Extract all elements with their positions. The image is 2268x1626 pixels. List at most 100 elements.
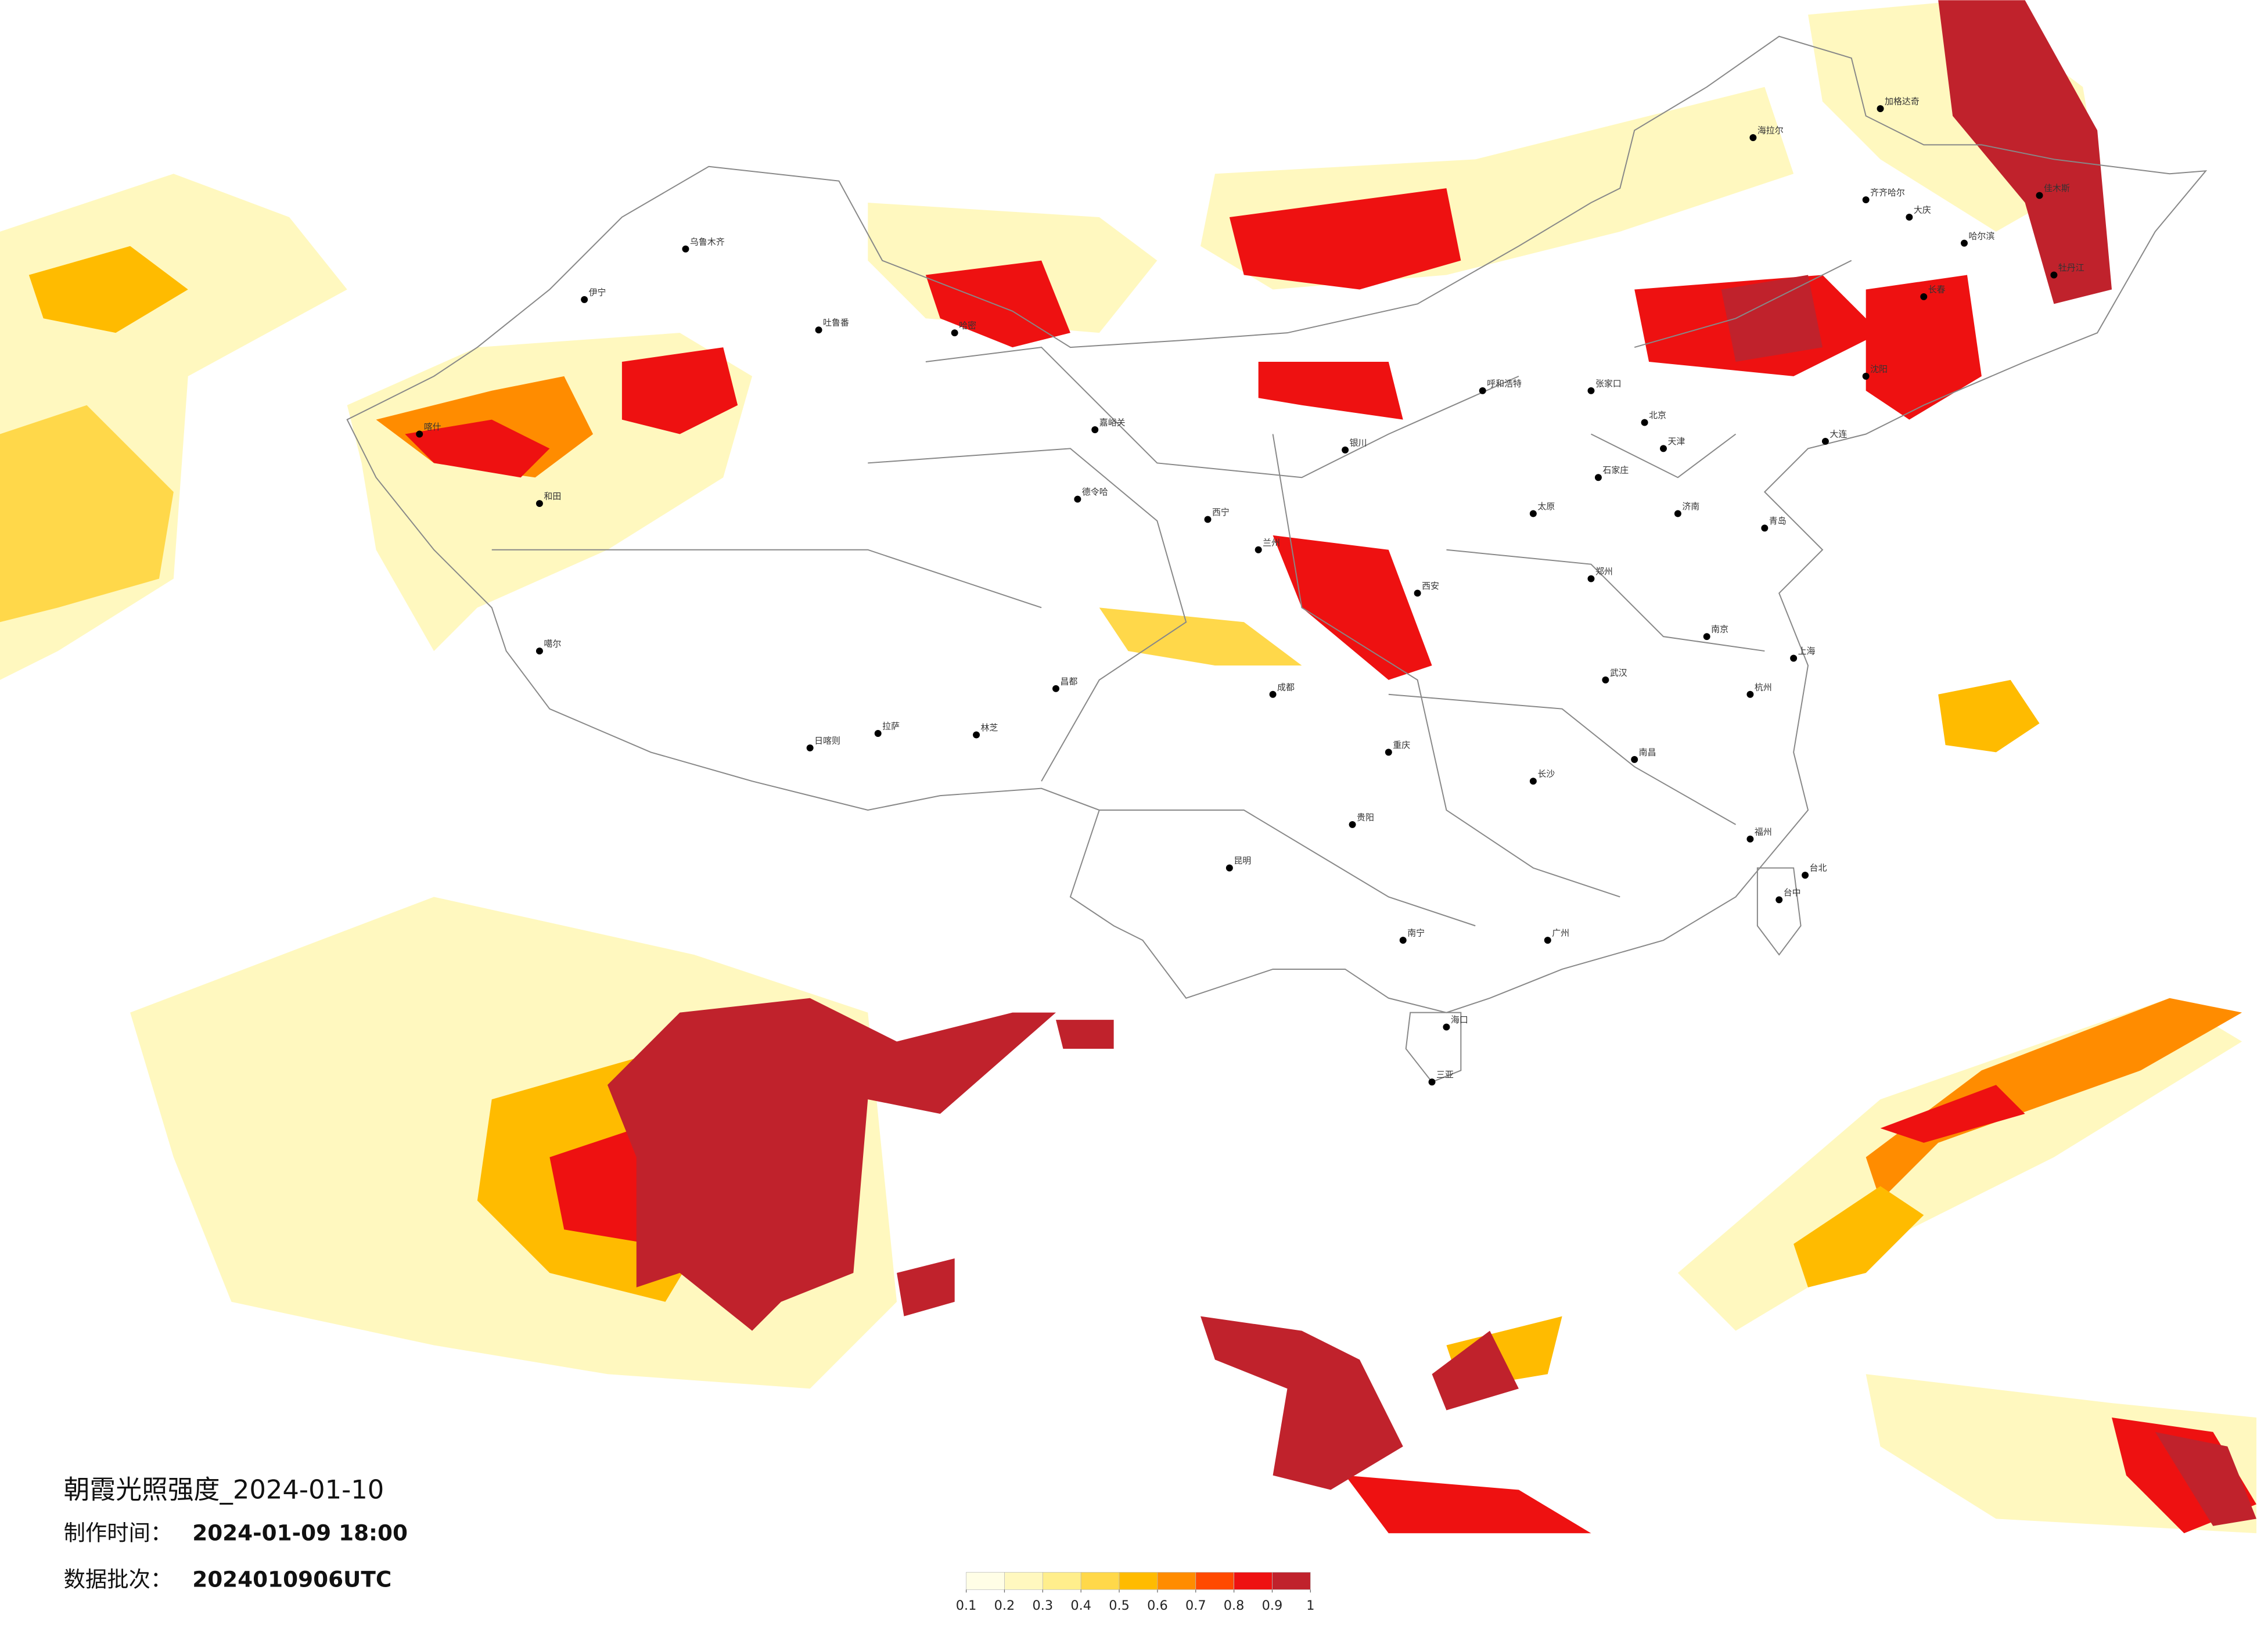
colorbar: 0.1 0.2 0.3 0.4 0.5 0.6 0.7 0.8 0.9 1 [956,1572,1314,1613]
city-dot [2050,271,2058,279]
city-label: 沈阳 [1870,364,1888,374]
city-dot [1906,213,1913,221]
colorbar-tick-label: 0.8 [1224,1598,1245,1613]
city-label: 武汉 [1610,667,1627,678]
city-dot [1746,690,1754,698]
city-label: 拉萨 [882,721,900,732]
colorbar-segment [1272,1572,1311,1590]
city-label: 西安 [1422,581,1439,591]
colorbar-segment [1195,1572,1234,1590]
city-dot [1587,575,1595,582]
city-label: 哈尔滨 [1968,231,1994,241]
city-label: 兰州 [1263,537,1280,548]
city-label: 齐齐哈尔 [1870,188,1905,198]
colorbar-segment [1080,1572,1120,1590]
city-dot [973,731,980,739]
city-label: 哈密 [959,321,976,331]
city-label: 三亚 [1436,1070,1454,1080]
city-label: 嘉峪关 [1099,418,1126,428]
colorbar-tick-label: 0.7 [1185,1598,1206,1613]
city-dot [1269,690,1277,698]
city-dot [1749,134,1757,141]
city-dot [1821,437,1829,445]
city-dot [1631,756,1638,763]
city-label: 济南 [1682,501,1699,512]
city-dot [535,647,543,655]
city-dot [2036,192,2043,199]
city-dot [1761,524,1769,532]
city-label: 广州 [1552,928,1569,938]
city-dot [1225,864,1233,872]
city-dot [1877,105,1884,113]
map-title: 朝霞光照强度_2024-01-10 [64,1474,384,1505]
city-label: 德令哈 [1082,487,1108,497]
city-dot [1703,633,1710,641]
city-label: 北京 [1649,410,1666,420]
city-label: 长春 [1928,284,1946,294]
city-label: 噶尔 [544,639,561,649]
city-label: 上海 [1798,646,1816,656]
city-dot [1091,426,1099,434]
city-label: 重庆 [1393,740,1410,750]
city-dot [1594,474,1602,481]
city-label: 长沙 [1537,769,1555,779]
city-dot [1961,239,1968,247]
colorbar-segment [966,1572,1005,1590]
city-label: 林芝 [981,722,998,733]
city-dot [1602,676,1609,684]
city-dot [1862,372,1870,380]
city-label: 银川 [1350,437,1367,448]
city-label: 福州 [1755,826,1772,837]
colorbar-segment [1234,1572,1273,1590]
city-label: 太原 [1537,501,1555,512]
city-dot [1529,510,1537,517]
colorbar-segment [1004,1572,1043,1590]
city-label: 台中 [1784,887,1801,898]
city-label: 台北 [1810,863,1827,873]
city-label: 海口 [1451,1015,1468,1025]
city-label: 石家庄 [1602,465,1629,476]
city-dot [1349,821,1356,828]
colorbar-tick-label: 0.4 [1070,1598,1091,1613]
city-dot [1660,445,1667,452]
city-label: 伊宁 [589,287,606,297]
colorbar-tick-label: 0.3 [1033,1598,1054,1613]
city-label: 加格达奇 [1885,96,1920,107]
city-dot [682,245,689,253]
city-label: 南京 [1711,624,1728,635]
city-label: 青岛 [1769,516,1787,526]
city-dot [1862,196,1870,204]
colorbar-segment [1157,1572,1196,1590]
city-label: 天津 [1667,436,1685,447]
city-dot [535,500,543,508]
city-dot [1674,510,1681,517]
city-label: 贵阳 [1357,812,1374,822]
city-dot [1587,387,1595,394]
boundaries [346,35,2208,1083]
city-label: 郑州 [1595,566,1613,577]
city-label: 昌都 [1060,676,1077,686]
city-dot [1052,685,1059,692]
production-time: 2024-01-09 18:00 [192,1520,408,1546]
city-dot [1790,654,1798,662]
colorbar-tick-label: 0.1 [956,1598,977,1613]
city-dot [1746,835,1754,843]
colorbar-segment [1119,1572,1158,1590]
colorbar-tick-label: 0.2 [994,1598,1015,1613]
city-dot [1802,872,1809,879]
city-label: 成都 [1277,682,1295,692]
city-label: 佳木斯 [2044,183,2070,193]
city-label: 日喀则 [814,735,840,746]
city-dot [581,296,588,303]
city-label: 呼和浩特 [1487,378,1522,388]
city-dot [806,744,814,751]
colorbar-tick-label: 0.9 [1262,1598,1283,1613]
city-dot [951,329,958,337]
city-dot [1074,495,1081,503]
city-dot [416,430,423,438]
city-dot [1342,446,1349,454]
city-label: 南宁 [1407,928,1425,938]
city-dot [1443,1023,1450,1031]
city-dot [1641,419,1648,426]
